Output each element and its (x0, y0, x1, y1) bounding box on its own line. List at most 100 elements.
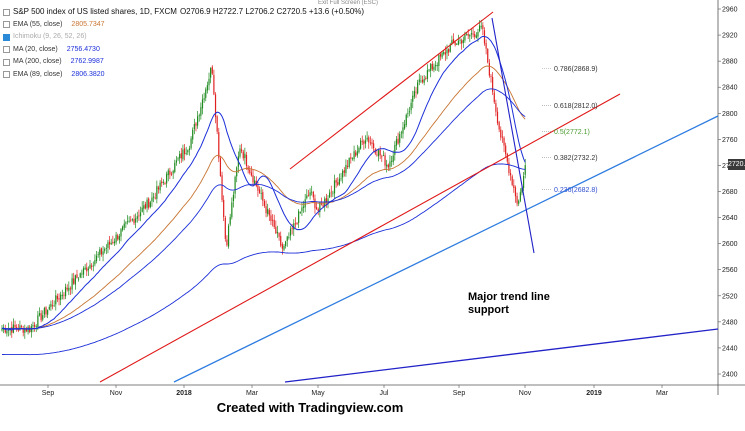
legend-toggle-box[interactable] (3, 46, 10, 54)
footer-credit: Created with Tradingview.com (216, 400, 404, 415)
candle-body (474, 34, 476, 37)
candle-body (360, 140, 362, 149)
channel-lower-line (99, 93, 621, 383)
ohlc-readout: O2706.9 H2722.7 L2706.2 C2720.5 +13.6 (+… (179, 7, 365, 16)
candle-body (451, 40, 453, 44)
y-tick-label: 2440 (722, 345, 738, 352)
candle-body (320, 203, 323, 205)
candle-body (45, 307, 47, 315)
candle-body (6, 331, 8, 334)
candle-body (402, 127, 404, 134)
candle-body (268, 210, 270, 216)
candle-body (214, 94, 217, 118)
candle-body (95, 255, 98, 261)
legend-toggle-box[interactable] (3, 71, 10, 79)
candle-body (61, 295, 63, 296)
legend-item[interactable]: EMA (89, close) 2806.3820 (3, 69, 364, 82)
candle-body (394, 144, 396, 155)
candle-body (495, 103, 497, 112)
candle-body (190, 138, 192, 149)
candle-body (263, 200, 266, 206)
candle-body (58, 298, 60, 300)
candle-body (286, 236, 288, 241)
candle-body (503, 137, 505, 146)
symbol-row: S&P 500 index of US listed shares, 1D, F… (3, 6, 364, 19)
candle-body (330, 191, 332, 193)
candle-body (164, 182, 166, 184)
candle-body (439, 53, 442, 57)
candle-body (516, 195, 518, 204)
candle-body (73, 278, 75, 284)
candle-body (475, 35, 477, 38)
fall-trend-line (491, 17, 535, 254)
candle-body (418, 79, 420, 82)
y-tick-label: 2760 (722, 137, 738, 144)
candle-body (271, 219, 274, 221)
candle-body (392, 155, 394, 163)
candle-body (169, 170, 171, 175)
y-tick-label: 2520 (722, 293, 738, 300)
candle-body (40, 313, 42, 321)
candle-body (389, 161, 391, 167)
candle-body (444, 52, 446, 55)
legend-item[interactable]: Ichimoku (9, 26, 52, 26) (3, 31, 364, 44)
candle-body (343, 170, 345, 173)
candle-body (223, 199, 225, 218)
ma-200-line (2, 163, 526, 356)
legend-toggle-box[interactable] (3, 21, 10, 29)
y-tick-label: 2840 (722, 85, 738, 92)
last-price-tag: 2720.5 (728, 159, 745, 170)
candle-body (108, 241, 111, 245)
candle-body (125, 222, 127, 224)
y-tick-label: 2960 (722, 7, 738, 14)
candle-body (386, 164, 388, 167)
candle-body (82, 268, 85, 275)
candle-body (245, 154, 248, 166)
y-tick-label: 2560 (722, 267, 738, 274)
legend-label: MA (200, close) (13, 58, 62, 65)
candle-body (66, 287, 68, 290)
candle-body (356, 151, 358, 156)
legend-item[interactable]: MA (200, close) 2762.9987 (3, 56, 364, 69)
candle-body (448, 49, 450, 53)
candle-body (379, 149, 381, 156)
candle-body (366, 137, 368, 140)
candle-body (122, 226, 124, 231)
candle-body (229, 217, 231, 225)
exit-fullscreen-hint[interactable]: Exit Full Screen (ESC) (318, 0, 379, 6)
candle-body (239, 148, 241, 157)
candle-body (81, 273, 83, 275)
candle-body (307, 194, 310, 196)
candle-body (490, 76, 492, 77)
candle-body (363, 141, 365, 144)
candle-body (174, 162, 176, 173)
candle-body (102, 251, 104, 255)
candle-body (280, 235, 282, 246)
candle-body (407, 112, 409, 114)
candle-body (518, 200, 520, 204)
candle-body (64, 286, 67, 297)
candle-body (514, 187, 517, 197)
candle-body (293, 223, 295, 230)
candle-body (136, 216, 138, 219)
candle-body (149, 202, 151, 208)
legend-item[interactable]: MA (20, close) 2756.4730 (3, 44, 364, 57)
candle-body (226, 239, 228, 246)
candle-body (464, 34, 466, 41)
legend-item[interactable]: EMA (55, close) 2805.7347 (3, 19, 364, 32)
collapse-box[interactable] (3, 8, 10, 16)
candle-body (457, 40, 459, 45)
candle-body (291, 227, 293, 229)
legend-toggle-box[interactable] (3, 58, 10, 66)
candle-body (353, 151, 355, 160)
candle-body (1, 328, 3, 331)
major-trend-line (173, 115, 719, 383)
candle-body (100, 248, 103, 255)
legend-toggle-box[interactable] (3, 33, 10, 41)
x-tick-label: May (311, 390, 325, 397)
legend-label: EMA (55, close) (13, 20, 63, 28)
candle-body (148, 198, 150, 208)
candle-body (166, 173, 168, 184)
